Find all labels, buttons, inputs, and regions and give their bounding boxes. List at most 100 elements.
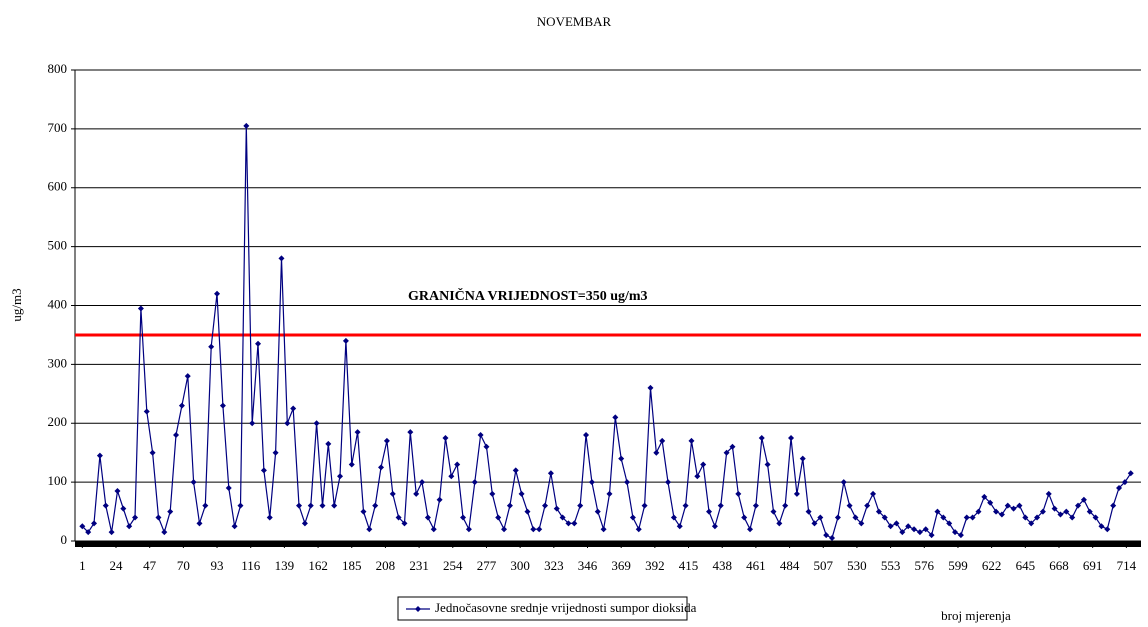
data-point	[577, 502, 584, 509]
x-tick-label: 645	[1016, 558, 1036, 573]
data-point	[407, 429, 414, 436]
y-tick-label: 200	[48, 414, 68, 429]
data-point	[331, 502, 338, 509]
data-point	[741, 514, 748, 521]
data-point	[758, 434, 765, 441]
data-point	[325, 440, 332, 447]
data-point	[770, 508, 777, 515]
data-point	[108, 529, 115, 536]
data-point	[735, 490, 742, 497]
data-point	[454, 461, 461, 468]
data-point	[659, 437, 666, 444]
y-tick-label: 700	[48, 120, 68, 135]
data-point	[243, 122, 250, 129]
data-point	[641, 502, 648, 509]
data-point	[940, 514, 947, 521]
data-point	[547, 470, 554, 477]
x-tick-label: 300	[510, 558, 530, 573]
data-point	[729, 443, 736, 450]
x-tick-label: 139	[275, 558, 295, 573]
data-point	[653, 449, 660, 456]
x-tick-label: 231	[409, 558, 429, 573]
data-point	[313, 420, 320, 427]
data-point	[559, 514, 566, 521]
data-point	[1028, 520, 1035, 527]
x-tick-label: 392	[645, 558, 665, 573]
data-point	[178, 402, 185, 409]
x-tick-label: 369	[611, 558, 631, 573]
data-point	[471, 479, 478, 486]
data-point	[202, 502, 209, 509]
data-point	[518, 490, 525, 497]
x-tick-label: 668	[1049, 558, 1069, 573]
data-point	[1075, 502, 1082, 509]
data-point	[981, 493, 988, 500]
data-point	[952, 529, 959, 536]
data-point	[337, 473, 344, 480]
data-point	[1104, 526, 1111, 533]
data-point	[846, 502, 853, 509]
data-point	[553, 505, 560, 512]
data-point	[442, 434, 449, 441]
data-point	[1051, 505, 1058, 512]
x-tick-label: 346	[578, 558, 598, 573]
x-tick-label: 116	[241, 558, 261, 573]
data-point	[143, 408, 150, 415]
data-point	[1116, 485, 1123, 492]
data-point	[132, 514, 139, 521]
data-point	[764, 461, 771, 468]
data-point	[137, 305, 144, 312]
data-point	[1057, 511, 1064, 518]
legend-box	[397, 596, 688, 621]
data-point	[793, 490, 800, 497]
data-point	[120, 505, 127, 512]
x-tick-label: 691	[1083, 558, 1103, 573]
data-point	[694, 473, 701, 480]
data-point	[875, 508, 882, 515]
x-axis-label: broj mjerenja	[941, 608, 1011, 623]
data-point	[196, 520, 203, 527]
data-point	[342, 337, 349, 344]
x-tick-label: 208	[376, 558, 396, 573]
data-point	[928, 532, 935, 539]
legend-label: Jednočasovne srednje vrijednosti sumpor …	[435, 600, 697, 615]
data-point	[993, 508, 1000, 515]
data-point	[1080, 496, 1087, 503]
y-tick-label: 300	[48, 355, 68, 370]
data-point	[700, 461, 707, 468]
x-tick-label: 93	[211, 558, 224, 573]
x-tick-label: 254	[443, 558, 463, 573]
x-tick-label: 461	[746, 558, 766, 573]
data-point	[612, 414, 619, 421]
data-point	[278, 255, 285, 262]
data-point	[858, 520, 865, 527]
data-point	[102, 502, 109, 509]
y-tick-label: 400	[48, 296, 68, 311]
data-point	[676, 523, 683, 530]
data-point	[372, 502, 379, 509]
data-point	[430, 526, 437, 533]
data-point	[588, 479, 595, 486]
data-point	[96, 452, 103, 459]
data-point	[647, 384, 654, 391]
data-point	[501, 526, 508, 533]
x-tick-label: 438	[712, 558, 732, 573]
data-point	[594, 508, 601, 515]
data-point	[1045, 490, 1052, 497]
data-point	[870, 490, 877, 497]
data-point	[489, 490, 496, 497]
data-point	[1022, 514, 1029, 521]
data-point	[184, 373, 191, 380]
data-point	[530, 526, 537, 533]
data-point	[711, 523, 718, 530]
data-point	[1039, 508, 1046, 515]
data-point	[436, 496, 443, 503]
data-point	[389, 490, 396, 497]
x-tick-label: 70	[177, 558, 190, 573]
data-point	[424, 514, 431, 521]
data-point	[717, 502, 724, 509]
y-tick-label: 500	[48, 238, 68, 253]
data-point	[723, 449, 730, 456]
y-tick-label: 0	[61, 532, 68, 547]
data-point	[811, 520, 818, 527]
